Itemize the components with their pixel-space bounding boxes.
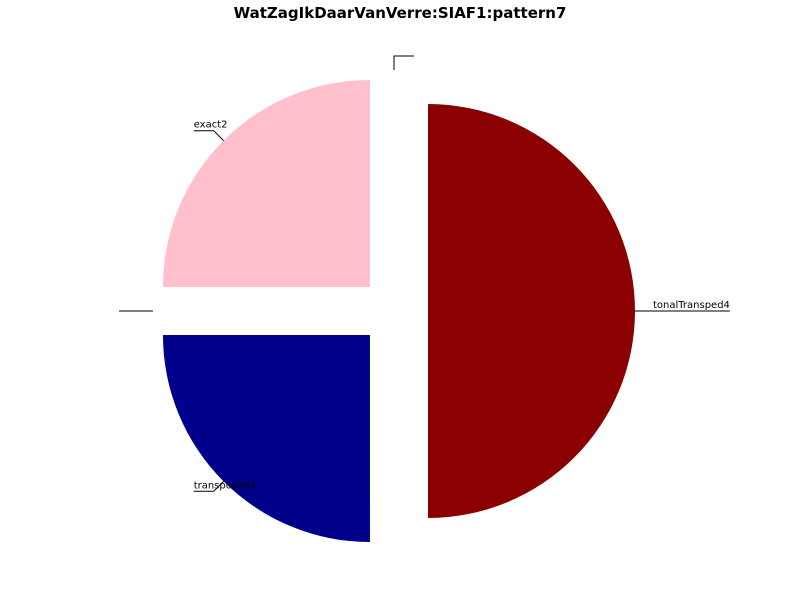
leader-line-transposed4: [193, 481, 224, 492]
slice-label-tonaltransped4: tonalTransped4: [653, 300, 730, 311]
slice-label-exact2: exact2: [194, 120, 228, 131]
leader-line-exact2: [193, 130, 224, 141]
chart-title: WatZagIkDaarVanVerre:SIAF1:pattern7: [234, 4, 567, 22]
slice-labels: exact2 transposed4 tonalTransped4: [119, 55, 730, 492]
leader-line-unlabeled-4: [393, 55, 414, 70]
slice-label-transposed4: transposed4: [194, 480, 256, 491]
pie-slice-exact2: [162, 79, 370, 287]
pie-slice-transposed4: [162, 335, 370, 543]
pie-slices: [162, 79, 635, 543]
pie-slice-tonaltransped4: [428, 104, 635, 518]
